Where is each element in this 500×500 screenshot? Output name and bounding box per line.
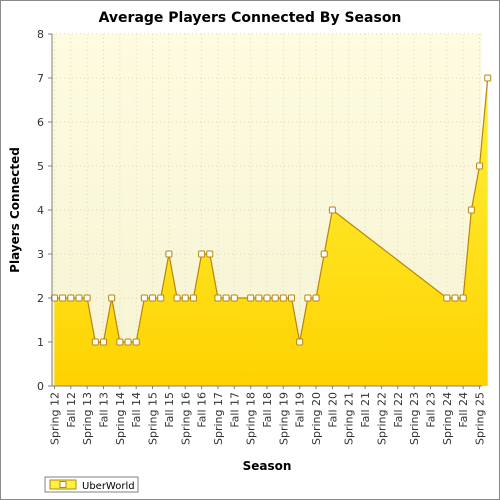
data-point xyxy=(149,294,157,302)
x-tick-label: Spring 12 xyxy=(48,392,61,445)
data-point xyxy=(206,250,214,258)
data-point xyxy=(165,250,173,258)
data-point xyxy=(67,294,75,302)
y-axis-title: Players Connected xyxy=(8,147,22,273)
data-point xyxy=(222,294,230,302)
data-point xyxy=(75,294,83,302)
data-point xyxy=(116,338,124,346)
data-point xyxy=(91,338,99,346)
x-tick-label: Spring 24 xyxy=(441,392,454,445)
data-point xyxy=(467,206,475,214)
data-point xyxy=(263,294,271,302)
data-point xyxy=(59,294,67,302)
y-tick-label: 3 xyxy=(37,248,44,261)
x-tick-label: Fall 24 xyxy=(457,392,470,428)
x-tick-label: Fall 12 xyxy=(65,392,78,428)
x-tick-label: Spring 23 xyxy=(408,392,421,445)
data-point xyxy=(304,294,312,302)
legend-marker xyxy=(59,481,67,488)
data-point xyxy=(247,294,255,302)
data-point xyxy=(443,294,451,302)
data-point xyxy=(279,294,287,302)
x-tick-label: Spring 22 xyxy=(375,392,388,445)
data-point xyxy=(484,74,492,82)
x-tick-label: Spring 15 xyxy=(147,392,160,445)
data-point xyxy=(140,294,148,302)
data-point xyxy=(288,294,296,302)
y-tick-label: 1 xyxy=(37,336,44,349)
y-axis-ticks: 0 1 2 3 4 5 6 7 8 xyxy=(37,28,52,393)
x-tick-label: Fall 22 xyxy=(392,392,405,428)
data-point xyxy=(312,294,320,302)
x-tick-label: Spring 13 xyxy=(81,392,94,445)
x-tick-label: Spring 21 xyxy=(343,392,356,445)
x-tick-label: Fall 14 xyxy=(130,392,143,428)
x-tick-label: Spring 20 xyxy=(310,392,323,445)
legend: UberWorld xyxy=(44,476,139,493)
data-point xyxy=(124,338,132,346)
x-tick-label: Spring 25 xyxy=(474,392,487,445)
y-tick-label: 7 xyxy=(37,72,44,85)
x-tick-label: Spring 19 xyxy=(277,392,290,445)
x-tick-label: Fall 15 xyxy=(163,392,176,428)
y-tick-label: 4 xyxy=(37,204,44,217)
x-tick-label: Fall 21 xyxy=(359,392,372,428)
data-point xyxy=(214,294,222,302)
area-fill xyxy=(54,78,488,386)
data-point xyxy=(198,250,206,258)
legend-label: UberWorld xyxy=(82,481,135,492)
x-axis-ticks: Spring 12 Fall 12 Spring 13 Fall 13 Spring 1… xyxy=(48,386,487,445)
x-tick-label: Fall 13 xyxy=(98,392,111,428)
chart-title: Average Players Connected By Season xyxy=(99,10,402,26)
y-tick-label: 6 xyxy=(37,116,44,129)
x-tick-label: Fall 19 xyxy=(294,392,307,428)
data-point xyxy=(459,294,467,302)
data-point xyxy=(320,250,328,258)
y-tick-label: 5 xyxy=(37,160,44,173)
x-tick-label: Spring 18 xyxy=(245,392,258,445)
x-tick-label: Fall 16 xyxy=(196,392,209,428)
data-point xyxy=(328,206,336,214)
series-line xyxy=(54,77,489,343)
x-axis-title: Season xyxy=(243,459,292,473)
data-point xyxy=(271,294,279,302)
x-tick-label: Spring 17 xyxy=(212,392,225,445)
x-tick-label: Spring 16 xyxy=(179,392,192,445)
data-point xyxy=(132,338,140,346)
data-point xyxy=(230,294,238,302)
data-point xyxy=(255,294,263,302)
y-tick-label: 0 xyxy=(37,380,44,393)
x-tick-label: Fall 18 xyxy=(261,392,274,428)
x-tick-label: Fall 17 xyxy=(228,392,241,428)
data-point xyxy=(100,338,108,346)
data-point xyxy=(476,162,484,170)
area-series xyxy=(54,77,489,386)
y-tick-label: 8 xyxy=(37,28,44,41)
data-point xyxy=(173,294,181,302)
data-point xyxy=(83,294,91,302)
series-markers xyxy=(50,74,492,346)
data-point xyxy=(296,338,304,346)
x-tick-label: Spring 14 xyxy=(114,392,127,445)
data-point xyxy=(157,294,165,302)
data-point xyxy=(181,294,189,302)
data-point xyxy=(189,294,197,302)
y-tick-label: 2 xyxy=(37,292,44,305)
x-tick-label: Fall 20 xyxy=(326,392,339,428)
data-point xyxy=(451,294,459,302)
data-point xyxy=(108,294,116,302)
x-tick-label: Fall 23 xyxy=(424,392,437,428)
